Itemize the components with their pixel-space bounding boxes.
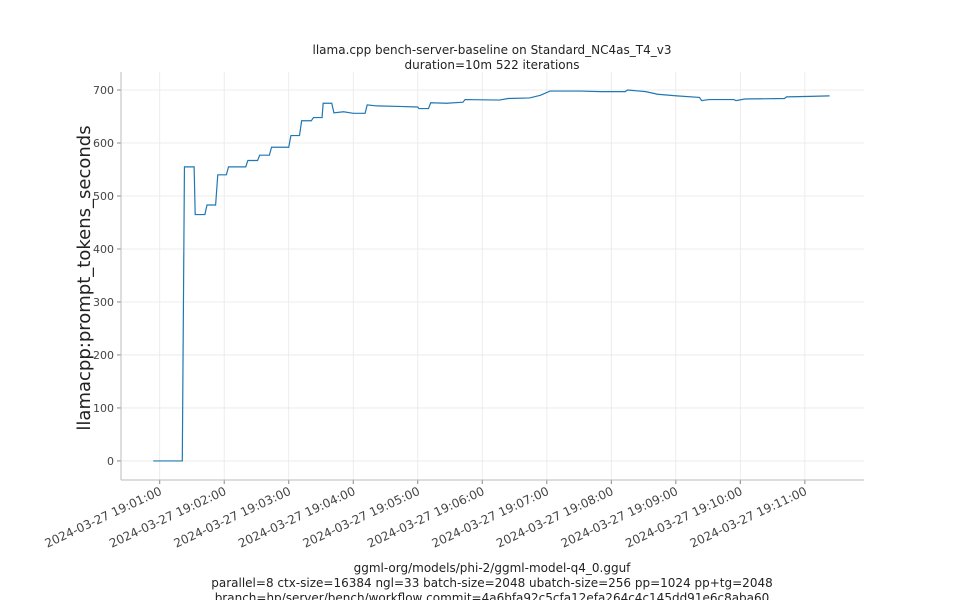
x-tick-label: 2024-03-27 19:03:00	[172, 484, 293, 551]
x-tick-label: 2024-03-27 19:11:00	[688, 484, 809, 551]
footer-line: parallel=8 ctx-size=16384 ngl=33 batch-s…	[211, 576, 772, 590]
x-tick-label: 2024-03-27 19:05:00	[301, 484, 422, 551]
data-line	[153, 89, 830, 462]
y-tick-label: 500	[93, 190, 114, 203]
x-tick-label: 2024-03-27 19:09:00	[559, 484, 680, 551]
x-tick-label: 2024-03-27 19:06:00	[365, 484, 486, 551]
x-tick-label: 2024-03-27 19:07:00	[430, 484, 551, 551]
x-tick-label: 2024-03-27 19:10:00	[623, 484, 744, 551]
y-tick-label: 200	[93, 349, 114, 362]
x-tick-label: 2024-03-27 19:01:00	[43, 484, 164, 551]
footer-line: ggml-org/models/phi-2/ggml-model-q4_0.gg…	[354, 561, 632, 575]
y-tick-label: 300	[93, 296, 114, 309]
y-tick-label: 400	[93, 243, 114, 256]
x-tick-label: 2024-03-27 19:04:00	[236, 484, 357, 551]
y-tick-label: 700	[93, 84, 114, 97]
footer-line: branch=hp/server/bench/workflow commit=4…	[215, 591, 770, 600]
x-tick-label: 2024-03-27 19:02:00	[107, 484, 228, 551]
y-tick-label: 0	[107, 455, 114, 468]
y-axis-label: llamacpp:prompt_tokens_seconds	[74, 125, 95, 430]
chart-title: llama.cpp bench-server-baseline on Stand…	[313, 43, 672, 57]
chart-subtitle: duration=10m 522 iterations	[405, 58, 580, 72]
y-tick-label: 600	[93, 137, 114, 150]
y-tick-label: 100	[93, 402, 114, 415]
x-tick-label: 2024-03-27 19:08:00	[494, 484, 615, 551]
